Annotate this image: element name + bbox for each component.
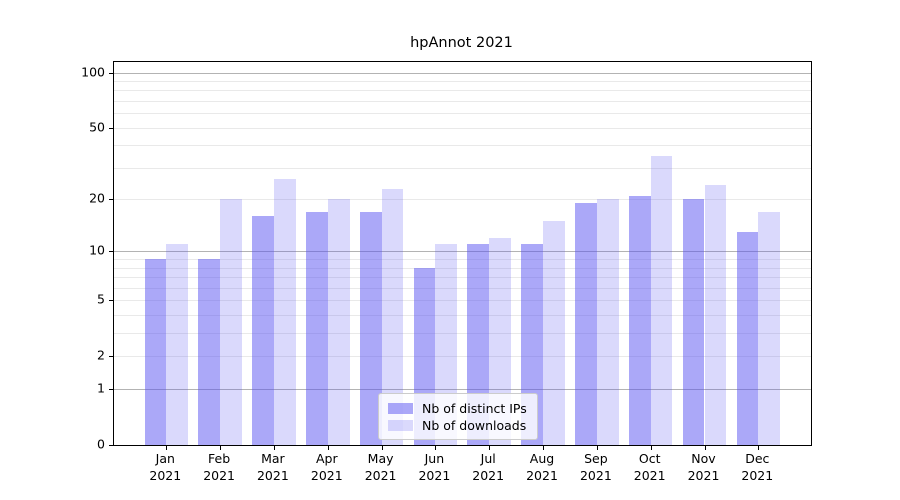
y-tick-mark xyxy=(109,300,113,302)
gridline-major xyxy=(114,72,811,74)
x-tick-mark xyxy=(543,446,544,450)
gridline-minor xyxy=(114,145,811,147)
y-tick-mark xyxy=(109,72,113,74)
bar-nov-distinct-ips xyxy=(682,199,705,445)
y-tick-label: 5 xyxy=(97,291,105,307)
y-tick-label: 2 xyxy=(97,347,105,363)
legend-swatch-distinct-ips xyxy=(388,402,413,414)
y-tick-label: 10 xyxy=(89,242,105,258)
bar-apr-distinct-ips xyxy=(306,211,328,445)
y-tick-label: 1 xyxy=(97,380,105,396)
bar-dec-downloads xyxy=(758,211,781,445)
bar-aug-downloads xyxy=(543,221,565,445)
y-tick-mark xyxy=(109,445,113,446)
x-axis: Jan 2021 Feb 2021 Mar 2021 Apr 2021 May 2021 Jun 20… xyxy=(113,450,810,490)
y-tick-mark xyxy=(109,356,113,358)
x-tick-mark xyxy=(220,446,222,450)
bar-jan-downloads xyxy=(166,244,189,445)
x-tick-mark xyxy=(327,446,329,450)
gridline-minor xyxy=(114,277,811,279)
x-tick-mark xyxy=(166,446,168,450)
bar-apr-downloads xyxy=(327,199,350,445)
x-tick-label: Dec 2021 xyxy=(741,451,774,483)
bar-jan-distinct-ips xyxy=(144,259,167,445)
gridline-minor xyxy=(114,333,811,335)
x-tick-label: Mar 2021 xyxy=(256,451,289,483)
y-tick-mark xyxy=(109,127,113,129)
bar-oct-downloads xyxy=(650,155,673,445)
bar-feb-distinct-ips xyxy=(198,259,221,445)
bar-mar-distinct-ips xyxy=(252,216,274,445)
gridline-minor xyxy=(114,315,811,317)
bar-may-downloads xyxy=(381,188,404,445)
x-tick-mark xyxy=(489,446,491,450)
gridline-minor xyxy=(114,90,811,92)
gridline-minor xyxy=(114,100,811,102)
y-axis: 0 1 2 5 10 20 50 100 xyxy=(0,61,105,452)
x-tick-label: Jan 2021 xyxy=(149,451,182,483)
y-tick-label: 0 xyxy=(97,436,105,452)
legend-entry-downloads: Nb of downloads xyxy=(388,417,527,433)
x-tick-mark xyxy=(435,446,437,450)
gridline-minor xyxy=(114,199,811,201)
bar-sep-distinct-ips xyxy=(575,203,597,445)
bar-dec-distinct-ips xyxy=(736,232,759,445)
y-tick-label: 100 xyxy=(81,64,105,79)
bar-sep-downloads xyxy=(596,199,619,445)
y-tick-mark xyxy=(109,389,113,391)
gridline-minor xyxy=(114,127,811,129)
y-tick-label: 50 xyxy=(89,119,105,135)
x-tick-label: Aug 2021 xyxy=(526,451,558,483)
x-tick-mark xyxy=(273,446,275,450)
x-tick-mark xyxy=(596,446,598,450)
x-tick-label: Jun 2021 xyxy=(418,451,451,483)
chart-title: hpAnnot 2021 xyxy=(410,35,513,51)
x-tick-label: Jul 2021 xyxy=(472,451,505,483)
x-tick-label: Oct 2021 xyxy=(633,451,666,483)
y-tick-label: 20 xyxy=(89,190,105,206)
gridline-minor xyxy=(114,267,811,269)
gridline-minor xyxy=(114,167,811,169)
x-tick-mark xyxy=(381,446,383,450)
y-tick-mark xyxy=(109,199,113,201)
gridline-major xyxy=(114,251,811,253)
gridline-minor xyxy=(114,300,811,302)
bar-feb-downloads xyxy=(220,199,242,445)
plot-area xyxy=(109,61,812,450)
gridline-major xyxy=(114,389,811,391)
bar-may-distinct-ips xyxy=(359,211,382,445)
legend-swatch-downloads xyxy=(388,419,413,431)
bar-nov-downloads xyxy=(704,185,727,445)
gridline-minor xyxy=(114,259,811,261)
gridline-minor xyxy=(114,80,811,82)
legend-label-downloads: Nb of downloads xyxy=(422,417,527,433)
gridline-minor xyxy=(114,356,811,358)
x-tick-label: Sep 2021 xyxy=(579,451,612,483)
gridline-minor xyxy=(114,113,811,115)
legend-label-distinct-ips: Nb of distinct IPs xyxy=(422,400,527,416)
x-tick-mark xyxy=(758,446,760,450)
x-tick-mark xyxy=(704,446,706,450)
x-tick-label: Nov 2021 xyxy=(687,451,720,483)
legend-entry-distinct-ips: Nb of distinct IPs xyxy=(388,400,527,416)
legend: Nb of distinct IPs Nb of downloads xyxy=(378,393,538,440)
gridline-minor xyxy=(114,287,811,289)
y-tick-mark xyxy=(109,251,113,253)
x-tick-label: May 2021 xyxy=(364,451,397,483)
x-tick-label: Feb 2021 xyxy=(203,451,235,483)
bar-oct-distinct-ips xyxy=(628,195,651,445)
x-tick-label: Apr 2021 xyxy=(310,451,343,483)
bar-mar-downloads xyxy=(273,179,296,445)
x-tick-mark xyxy=(650,446,652,450)
